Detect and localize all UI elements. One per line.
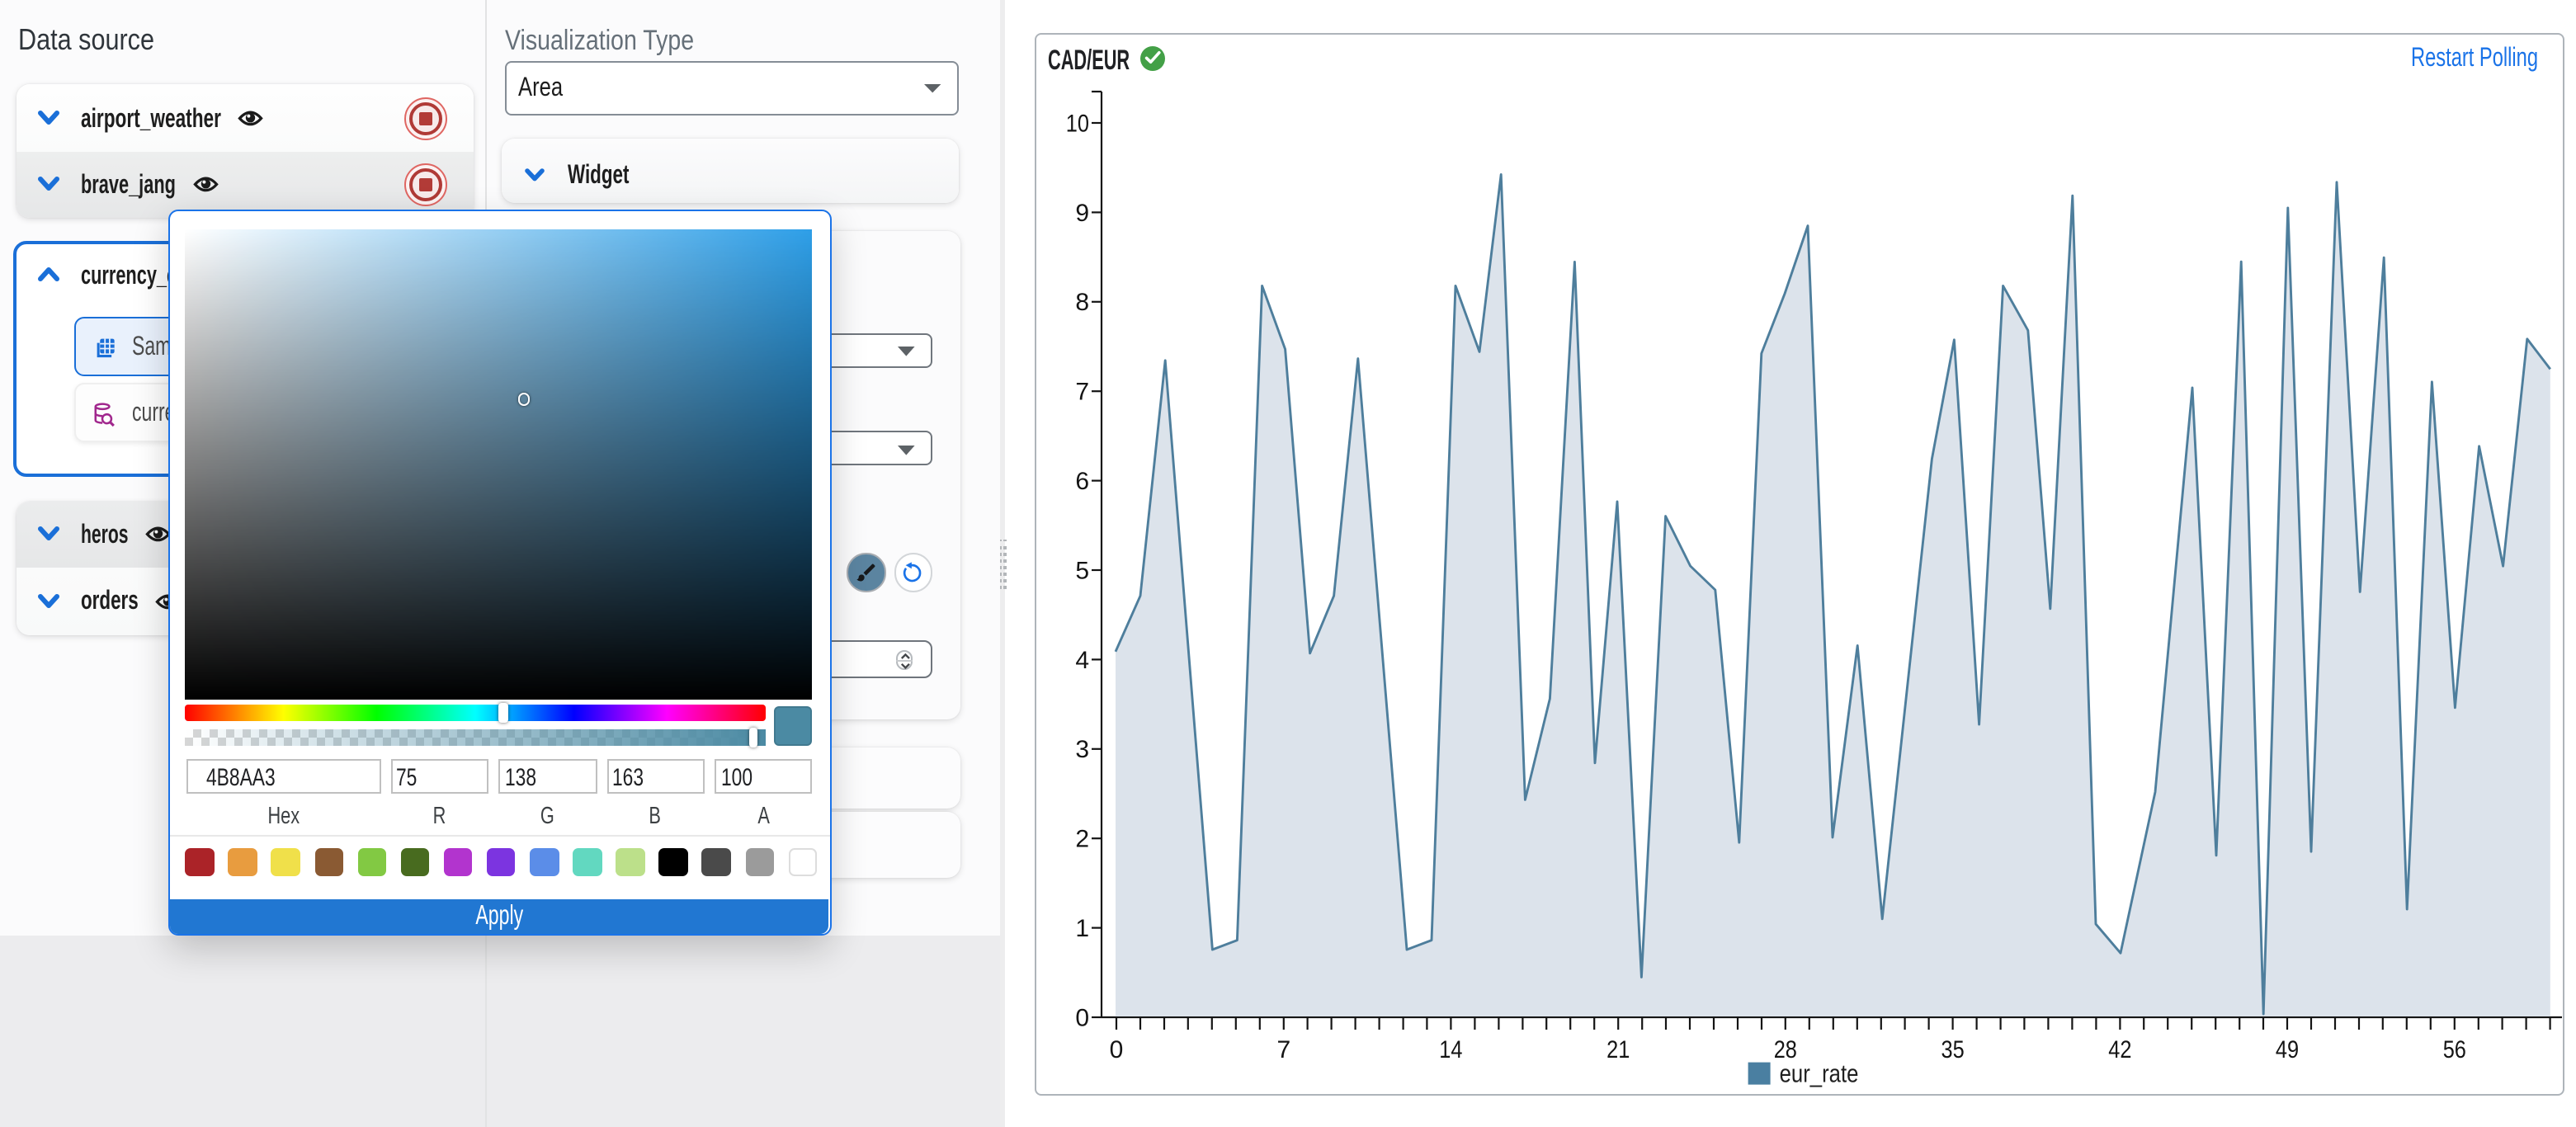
svg-text:0: 0 xyxy=(1075,1004,1089,1031)
svg-text:0: 0 xyxy=(1110,1036,1124,1063)
svg-text:56: 56 xyxy=(2443,1036,2466,1063)
svg-text:28: 28 xyxy=(1774,1036,1797,1063)
svg-text:1: 1 xyxy=(1075,915,1089,942)
svg-text:49: 49 xyxy=(2276,1036,2299,1063)
svg-text:5: 5 xyxy=(1075,557,1089,584)
svg-text:14: 14 xyxy=(1439,1036,1462,1063)
svg-text:35: 35 xyxy=(1941,1036,1965,1063)
svg-text:2: 2 xyxy=(1075,826,1089,853)
svg-text:7: 7 xyxy=(1276,1036,1290,1063)
svg-text:3: 3 xyxy=(1075,736,1089,763)
svg-text:42: 42 xyxy=(2108,1036,2131,1063)
svg-text:21: 21 xyxy=(1606,1036,1630,1063)
svg-text:8: 8 xyxy=(1075,289,1089,316)
svg-text:7: 7 xyxy=(1075,379,1089,406)
svg-text:10: 10 xyxy=(1066,110,1089,137)
svg-text:6: 6 xyxy=(1075,468,1089,495)
svg-text:eur_rate: eur_rate xyxy=(1780,1059,1859,1088)
svg-text:9: 9 xyxy=(1075,200,1089,227)
svg-text:4: 4 xyxy=(1075,647,1089,674)
